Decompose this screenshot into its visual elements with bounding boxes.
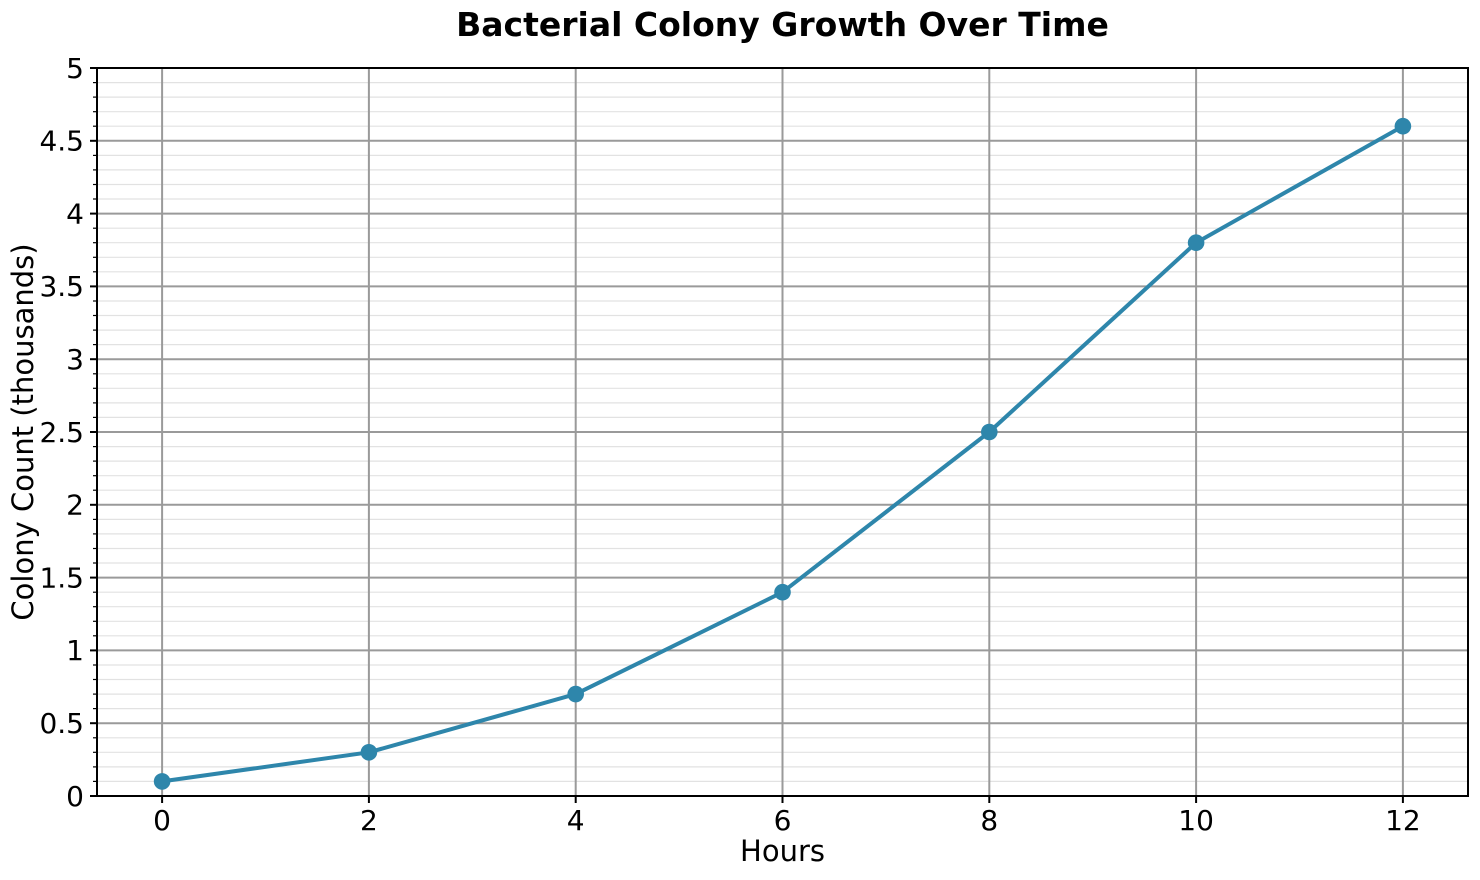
y-tick-label: 2 [66,489,84,522]
data-point [774,583,791,601]
y-tick-label: 3 [66,343,84,376]
y-tick-label: 4.5 [39,125,84,158]
y-tick-labels: 0 0.5 1 1.5 2 2.5 3 3.5 4 4.5 5 [39,52,84,813]
x-tick-label: 4 [567,804,585,837]
data-point [1394,117,1412,135]
x-axis-label: Hours [740,834,825,868]
y-tick-label: 4 [66,197,84,230]
chart-title: Bacterial Colony Growth Over Time [456,5,1109,44]
x-tick-labels: 0 2 4 6 8 10 12 [153,804,1421,837]
major-gridlines [97,67,1468,797]
x-tick-label: 6 [774,804,792,837]
x-tick-label: 12 [1385,804,1421,837]
data-point [153,773,171,790]
y-axis-label: Colony Count (thousands) [6,243,40,621]
y-tick-label: 1 [66,634,84,667]
x-tick-label: 0 [153,804,171,837]
x-tick-label: 2 [360,804,378,837]
data-point [1187,234,1205,251]
y-tick-label: 1.5 [39,561,84,594]
axis-ticks [90,67,1404,803]
y-tick-label: 0 [66,780,84,813]
data-point [567,685,584,703]
data-points [153,117,1412,790]
x-tick-label: 8 [980,804,998,837]
data-point [360,744,378,761]
y-tick-label: 0.5 [39,707,84,740]
data-point [981,423,998,441]
x-tick-label: 10 [1178,804,1214,837]
y-tick-label: 3.5 [39,270,84,303]
y-tick-label: 5 [66,52,84,85]
y-tick-label: 2.5 [39,416,84,449]
